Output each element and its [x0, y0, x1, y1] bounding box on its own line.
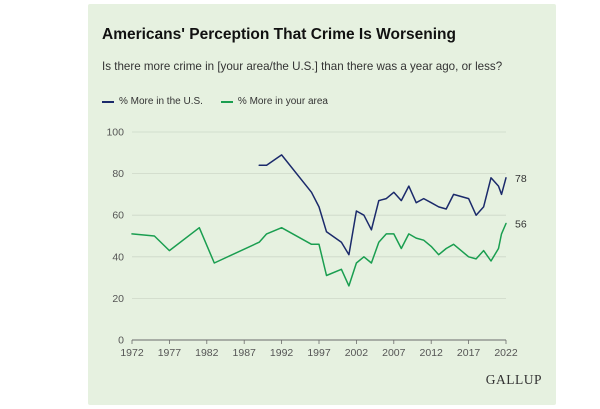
y-tick-label: 0: [118, 335, 124, 347]
legend-item-area: % More in your area: [220, 96, 328, 107]
legend-label-area: % More in your area: [237, 96, 328, 107]
chart-subtitle: Is there more crime in [your area/the U.…: [102, 60, 503, 73]
x-tick-label: 1977: [158, 347, 182, 359]
series-line-us: [258, 154, 507, 256]
x-tick-label: 2017: [457, 347, 481, 359]
x-tick-label: 1982: [195, 347, 219, 359]
x-tick-label: 2012: [420, 347, 444, 359]
series-end-labels: 78 56: [515, 173, 527, 231]
legend-swatch-us: [102, 100, 114, 103]
y-axis-ticks: 0 20 40 60 80 100: [106, 127, 124, 347]
x-tick-label: 1992: [270, 347, 294, 359]
x-tick-label: 2007: [382, 347, 406, 359]
series-line-area: [131, 222, 507, 287]
y-tick-label: 80: [112, 168, 124, 180]
series-lines: [131, 154, 507, 287]
line-chart: 0 20 40 60 80 100 1972 1977 1982 1987 1992 1997 200…: [106, 127, 527, 360]
chart-card: Americans' Perception That Crime Is Wors…: [88, 4, 556, 405]
y-tick-label: 20: [112, 293, 124, 305]
end-label-us: 78: [515, 173, 527, 185]
y-tick-label: 60: [112, 210, 124, 222]
x-axis-ticks: 1972 1977 1982 1987 1992 1997 2002 2007 2012 2017…: [120, 340, 518, 359]
x-tick-label: 2002: [345, 347, 369, 359]
end-label-area: 56: [515, 219, 527, 231]
legend-swatch-area: [220, 100, 233, 103]
y-tick-label: 40: [112, 251, 124, 263]
x-tick-label: 1972: [120, 347, 144, 359]
chart-legend: % More in the U.S. % More in your area: [102, 96, 328, 107]
chart-title: Americans' Perception That Crime Is Wors…: [102, 26, 456, 43]
legend-item-us: % More in the U.S.: [102, 96, 203, 107]
y-tick-label: 100: [106, 127, 124, 139]
legend-label-us: % More in the U.S.: [119, 96, 203, 107]
x-tick-label: 1987: [233, 347, 257, 359]
x-tick-label: 2022: [494, 347, 518, 359]
x-tick-label: 1997: [307, 347, 331, 359]
gallup-logo: GALLUP: [485, 372, 542, 387]
